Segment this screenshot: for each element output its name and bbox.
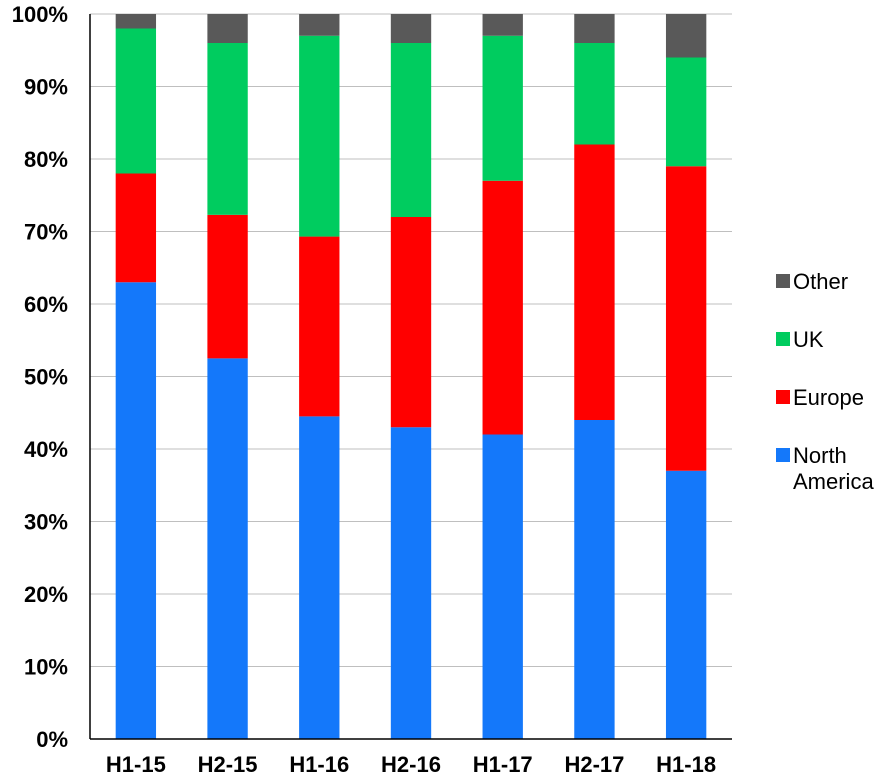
bar-europe-h1-16 [299, 237, 339, 417]
bar-uk-h2-17 [574, 43, 614, 145]
bar-uk-h1-18 [666, 58, 706, 167]
bar-europe-h2-17 [574, 145, 614, 421]
bar-north-america-h1-15 [116, 282, 156, 739]
bar-uk-h1-15 [116, 29, 156, 174]
legend-swatch-uk [776, 332, 790, 346]
bar-europe-h1-15 [116, 174, 156, 283]
legend-label-other: Other [793, 269, 848, 294]
legend-swatch-north-america [776, 448, 790, 462]
legend-swatch-europe [776, 390, 790, 404]
legend-label-north-america: North America [793, 443, 874, 494]
bar-north-america-h1-16 [299, 416, 339, 739]
y-tick-label: 100% [12, 2, 68, 27]
bar-europe-h2-15 [207, 215, 247, 359]
legend-label-uk: UK [793, 327, 824, 352]
bar-other-h2-16 [391, 14, 431, 43]
bar-europe-h1-17 [483, 181, 523, 435]
x-tick-label: H1-18 [656, 752, 716, 777]
bar-uk-h2-16 [391, 43, 431, 217]
bar-other-h1-17 [483, 14, 523, 36]
bar-other-h2-17 [574, 14, 614, 43]
x-tick-label: H2-17 [564, 752, 624, 777]
bar-europe-h2-16 [391, 217, 431, 427]
x-tick-label: H1-16 [289, 752, 349, 777]
y-tick-label: 20% [24, 582, 68, 607]
y-tick-label: 70% [24, 220, 68, 245]
legend-swatch-other [776, 274, 790, 288]
y-tick-label: 80% [24, 147, 68, 172]
bar-uk-h2-15 [207, 43, 247, 215]
bar-uk-h1-17 [483, 36, 523, 181]
bar-north-america-h2-17 [574, 420, 614, 739]
x-tick-labels: H1-15 H2-15 H1-16 H2-16 H1-17 H2-17 H1-18 [106, 752, 716, 777]
x-tick-label: H1-17 [473, 752, 533, 777]
bar-other-h1-15 [116, 14, 156, 29]
y-tick-label: 90% [24, 75, 68, 100]
x-tick-label: H1-15 [106, 752, 166, 777]
y-tick-label: 40% [24, 437, 68, 462]
bar-north-america-h2-16 [391, 427, 431, 739]
bar-north-america-h1-18 [666, 471, 706, 739]
bar-north-america-h1-17 [483, 435, 523, 740]
legend-label-line: North [793, 443, 847, 468]
y-tick-label: 30% [24, 510, 68, 535]
bar-uk-h1-16 [299, 36, 339, 237]
bar-europe-h1-18 [666, 166, 706, 471]
bar-other-h1-16 [299, 14, 339, 36]
y-tick-label: 10% [24, 655, 68, 680]
legend-label-europe: Europe [793, 385, 864, 410]
bar-other-h1-18 [666, 14, 706, 58]
y-tick-label: 60% [24, 292, 68, 317]
y-tick-labels: 0% 10% 20% 30% 40% 50% 60% 70% 80% 90% 100% [12, 2, 68, 752]
x-tick-label: H2-15 [198, 752, 258, 777]
legend: Other UK Europe North America [776, 269, 874, 494]
x-tick-label: H2-16 [381, 752, 441, 777]
bar-other-h2-15 [207, 14, 247, 43]
y-tick-label: 50% [24, 365, 68, 390]
legend-label-line: America [793, 469, 874, 494]
bar-north-america-h2-15 [207, 358, 247, 739]
y-tick-label: 0% [36, 727, 68, 752]
